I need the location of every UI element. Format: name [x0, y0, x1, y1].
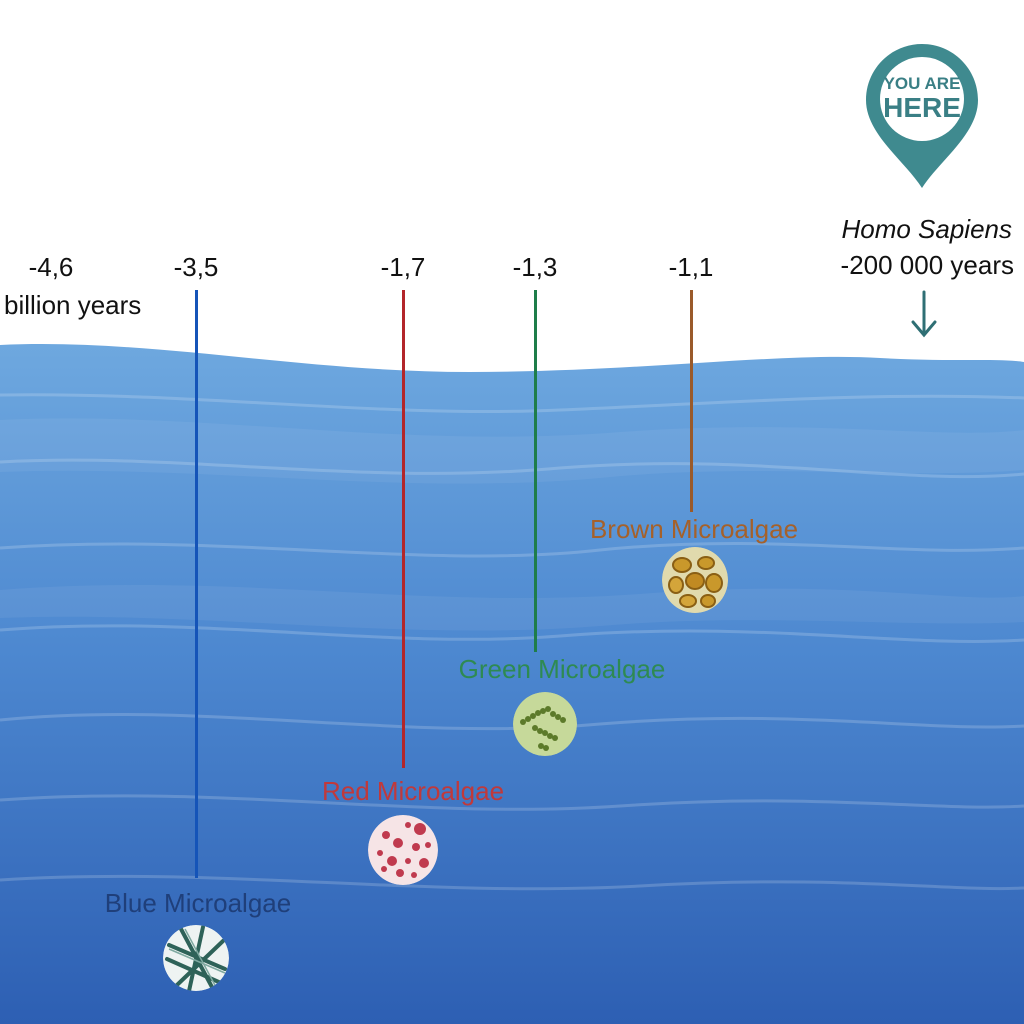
brown-microalgae-label: Brown Microalgae [589, 514, 799, 544]
red-microalgae-image [368, 815, 438, 885]
red-timeline-line [402, 290, 405, 768]
location-pin-icon: YOU ARE HERE [864, 42, 980, 190]
brown-timeline-line [690, 290, 693, 512]
species-label: Homo Sapiens [841, 214, 1012, 244]
red-microalgae-label: Red Microalgae [321, 776, 505, 806]
blue-microalgae-label: Blue Microalgae [104, 888, 292, 918]
green-microalgae-label: Green Microalgae [458, 654, 666, 684]
brown-microalgae-image [662, 547, 728, 613]
species-years: -200 000 years [840, 250, 1014, 280]
blue-microalgae-image [163, 925, 229, 991]
tick-label: -1,1 [668, 252, 714, 282]
arrow-down-icon [911, 290, 937, 338]
tick-label: -3,5 [173, 252, 219, 282]
tick-label: -1,3 [512, 252, 558, 282]
tick-label: -4,6 [28, 252, 74, 282]
unit-label: billion years [4, 290, 142, 320]
tick-label: -1,7 [380, 252, 426, 282]
green-microalgae-image [513, 692, 577, 756]
pin-line-2: HERE [883, 92, 961, 123]
blue-timeline-line [195, 290, 198, 878]
pin-line-1: YOU ARE [883, 74, 961, 93]
green-timeline-line [534, 290, 537, 652]
